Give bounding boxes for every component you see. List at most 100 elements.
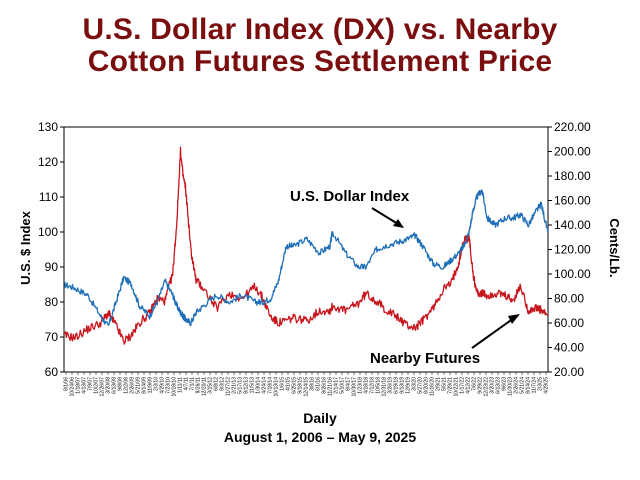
- y-right-tick-label: 180.00: [554, 169, 591, 183]
- x-tick-label: 7/1/11: [190, 377, 196, 391]
- x-axis-date-range: August 1, 2006 – May 9, 2025: [224, 429, 416, 445]
- x-tick-label: 4/13/07: [82, 377, 88, 394]
- x-tick-label: 11/5/13: [250, 377, 256, 394]
- x-tick-label: 6/25/15: [292, 377, 298, 394]
- x-tick-label: 3/15/12: [208, 377, 214, 394]
- x-tick-label: 1/11/11: [178, 377, 184, 393]
- y-left-tick-label: 80: [45, 295, 59, 309]
- x-tick-label: 12/2/08: [124, 377, 130, 394]
- annotation-dollar-index: U.S. Dollar Index: [290, 188, 410, 205]
- x-tick-label: 2/26/09: [130, 377, 136, 394]
- y-right-tick-label: 60.00: [554, 316, 584, 330]
- annotation-futures-arrow: [471, 314, 520, 349]
- y-right-tick-label: 200.00: [554, 145, 591, 159]
- x-tick-label: 12/9/19: [406, 377, 412, 394]
- x-tick-label: 1/17/22: [460, 377, 466, 394]
- x-tick-label: 7/9/07: [88, 377, 94, 391]
- chart-title: U.S. Dollar Index (DX) vs. Nearby Cotton…: [0, 14, 640, 78]
- x-tick-label: 6/8/12: [214, 377, 220, 391]
- x-tick-label: 6/19/19: [394, 377, 400, 394]
- plot-frame: [63, 126, 549, 373]
- y-left-tick-label: 110: [39, 190, 58, 204]
- y-left-tick-label: 60: [45, 365, 59, 379]
- y-right-tick-label: 80.00: [554, 292, 584, 306]
- x-tick-label: 1/23/18: [358, 377, 364, 394]
- x-tick-label: 1/30/14: [256, 377, 262, 394]
- x-tick-label: 12/20/11: [202, 377, 208, 396]
- y-axis-left-label: U.S. $ Index: [18, 210, 33, 284]
- x-tick-label: 8/1/06: [64, 377, 70, 391]
- x-tick-label: 4/1/15: [286, 377, 292, 391]
- x-tick-label: 7/6/22: [472, 377, 478, 391]
- y-left-tick-label: 70: [45, 330, 59, 344]
- x-tick-label: 2/14/17: [334, 377, 340, 394]
- x-tick-label: 7/29/21: [448, 377, 454, 394]
- x-tick-label: 9/6/23: [502, 377, 508, 391]
- y-left-tick-label: 90: [45, 260, 59, 274]
- series-nearby-futures-line: [63, 146, 549, 345]
- x-tick-label: 7/12/18: [370, 377, 376, 394]
- x-tick-label: 10/24/06: [70, 377, 76, 397]
- x-tick-label: 1/6/15: [280, 377, 286, 391]
- x-tick-label: 11/21/16: [328, 377, 334, 396]
- x-tick-label: 4/29/10: [160, 377, 166, 394]
- y-left-tick-label: 130: [38, 120, 58, 134]
- x-tick-label: 5/10/17: [340, 377, 346, 394]
- x-tick-label: 4/7/11: [184, 377, 190, 391]
- chart-title-line2: Cotton Futures Settlement Price: [87, 45, 553, 78]
- x-tick-label: 9/29/22: [478, 377, 484, 394]
- y-right-tick-label: 20.00: [554, 365, 584, 379]
- x-tick-label: 6/1/16: [316, 377, 322, 391]
- y-right-tick-label: 40.00: [554, 341, 584, 355]
- y-left-tick-label: 120: [38, 155, 58, 169]
- x-tick-label: 11/27/12: [226, 377, 232, 396]
- x-tick-label: 10/2/07: [94, 377, 100, 394]
- x-tick-label: 2/9/21: [436, 377, 442, 391]
- x-tick-label: 9/18/15: [298, 377, 304, 394]
- y-right-tick-label: 220.00: [554, 120, 591, 134]
- left-axis-ticks: 60 70 80 90 100 110 120 130: [38, 120, 64, 379]
- x-tick-label: 11/7/24: [532, 377, 538, 394]
- annotation-dollar-arrow: [371, 207, 404, 228]
- x-tick-label: 8/12/13: [244, 377, 250, 394]
- x-tick-label: 12/31/18: [382, 377, 388, 397]
- x-tick-label: 12/14/15: [304, 377, 310, 397]
- x-tick-label: 8/20/20: [424, 377, 430, 394]
- x-tick-label: 6/13/08: [112, 377, 118, 394]
- series-layer: [63, 146, 549, 345]
- x-tick-label: 5/21/09: [136, 377, 142, 394]
- x-tick-label: 10/30/17: [352, 377, 358, 397]
- x-tick-label: 11/30/23: [508, 377, 514, 396]
- x-tick-label: 10/18/10: [172, 377, 178, 397]
- series-dollar-index-line: [63, 189, 549, 327]
- x-tick-label: 10/22/21: [454, 377, 460, 397]
- x-tick-label: 2/3/25: [538, 377, 544, 391]
- x-tick-label: 12/26/07: [100, 377, 106, 397]
- x-tick-label: 2/3/10: [154, 377, 160, 391]
- annotation-nearby-futures: Nearby Futures: [370, 350, 480, 367]
- x-tick-label: 7/23/10: [166, 377, 172, 394]
- x-tick-label: 1/18/07: [76, 377, 82, 394]
- x-tick-label: 4/29/25: [544, 377, 550, 394]
- x-tick-label: 9/8/08: [118, 377, 124, 391]
- x-tick-label: 8/4/17: [346, 377, 352, 391]
- y-right-tick-label: 120.00: [554, 243, 591, 257]
- y-left-tick-label: 100: [38, 225, 58, 239]
- x-tick-label: 9/26/11: [196, 377, 202, 394]
- x-tick-label: 6/13/23: [496, 377, 502, 394]
- x-tick-label: 3/8/16: [310, 377, 316, 391]
- x-tick-label: 3/26/19: [388, 377, 394, 394]
- x-tick-label: 9/13/19: [400, 377, 406, 394]
- x-axis-ticks: 8/1/06 10/24/06 1/18/07 4/13/07 7/9/07 10/2/0…: [64, 372, 550, 396]
- x-tick-label: 2/21/13: [232, 377, 238, 394]
- chart-title-line1: U.S. Dollar Index (DX) vs. Nearby: [82, 13, 558, 46]
- x-tick-label: 5/27/20: [418, 377, 424, 394]
- plot-area-border: [63, 126, 549, 373]
- x-tick-label: 8/14/09: [142, 377, 148, 394]
- y-right-tick-label: 100.00: [554, 267, 591, 281]
- x-tick-label: 3/20/23: [490, 377, 496, 394]
- y-axis-right-label: Cents/Lb.: [607, 218, 622, 277]
- x-tick-label: 7/18/14: [268, 377, 274, 394]
- x-tick-label: 11/16/20: [430, 377, 436, 396]
- x-tick-label: 5/5/21: [442, 377, 448, 391]
